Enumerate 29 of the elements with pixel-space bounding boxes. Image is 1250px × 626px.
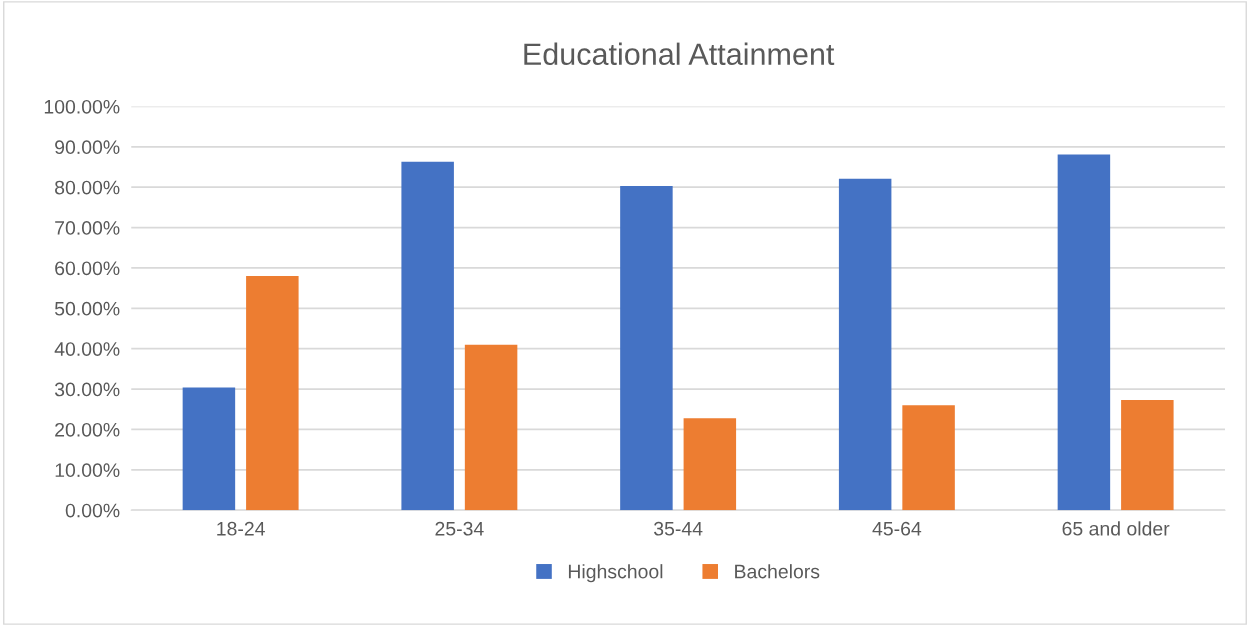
x-tick-label: 25-34: [435, 521, 484, 536]
y-tick-label: 20.00%: [55, 422, 120, 437]
y-tick-label: 70.00%: [55, 221, 120, 235]
bar: [620, 185, 673, 511]
legend-label: Bachelors: [735, 564, 820, 579]
y-tick-label: 60.00%: [55, 261, 120, 276]
y-tick-label: 50.00%: [54, 301, 120, 316]
y-tick-label: 90.00%: [55, 140, 120, 155]
x-tick-label: 35-44: [654, 521, 703, 536]
bar: [902, 405, 955, 511]
y-tick-label: 40.00%: [54, 342, 120, 356]
chart-title: Educational Attainment: [524, 42, 835, 66]
y-tick-label: 80.00%: [55, 180, 120, 195]
bar: [401, 161, 454, 511]
bar: [683, 418, 737, 511]
bar: [464, 344, 518, 511]
bar: [182, 387, 236, 511]
x-tick-label: 65 and older: [1062, 521, 1170, 536]
x-tick-label: 18-24: [217, 521, 265, 536]
y-tick-label: 30.00%: [54, 382, 120, 397]
y-tick-label: 10.00%: [55, 463, 120, 478]
bar: [246, 276, 299, 511]
legend-label: Highschool: [568, 564, 663, 583]
y-tick-label: 0.00%: [65, 503, 120, 518]
bar: [838, 178, 892, 511]
bar: [1057, 154, 1111, 511]
x-tick-label: 45-64: [872, 521, 922, 536]
bar: [1121, 399, 1174, 511]
y-tick-label: 100.00%: [44, 99, 120, 114]
